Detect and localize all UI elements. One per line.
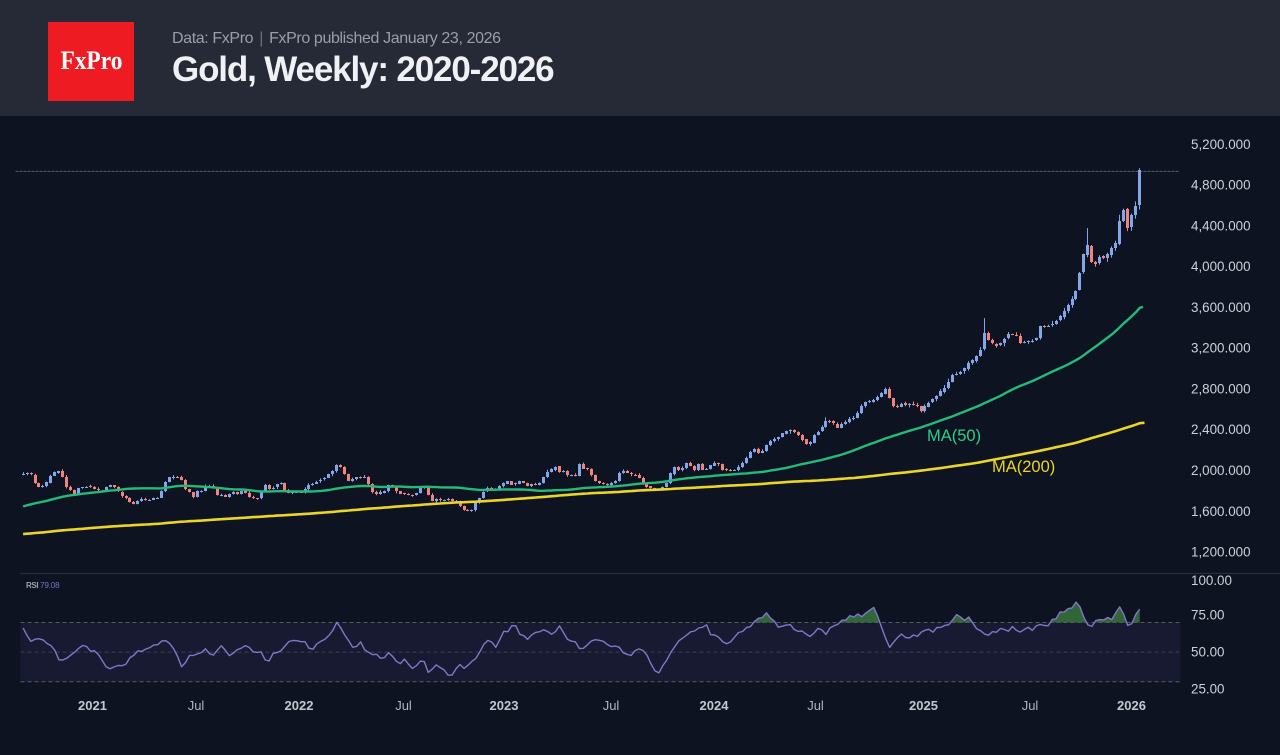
- svg-text:MA(50): MA(50): [927, 427, 981, 445]
- svg-text:Jul: Jul: [395, 698, 412, 713]
- svg-text:2023: 2023: [490, 698, 519, 713]
- svg-text:4,400.000: 4,400.000: [1191, 218, 1251, 233]
- svg-text:2026: 2026: [1117, 698, 1146, 713]
- svg-text:1,600.000: 1,600.000: [1191, 504, 1251, 519]
- svg-text:2024: 2024: [700, 698, 730, 713]
- svg-text:3,200.000: 3,200.000: [1191, 341, 1251, 356]
- svg-text:MA(200): MA(200): [992, 458, 1055, 476]
- svg-text:50.00: 50.00: [1191, 645, 1225, 660]
- svg-text:3,600.000: 3,600.000: [1191, 300, 1251, 315]
- svg-text:2022: 2022: [285, 698, 314, 713]
- svg-text:2,400.000: 2,400.000: [1191, 422, 1251, 437]
- svg-text:Jul: Jul: [807, 698, 824, 713]
- svg-text:2025: 2025: [909, 698, 938, 713]
- svg-text:4,000.000: 4,000.000: [1191, 259, 1251, 274]
- svg-text:2021: 2021: [78, 698, 107, 713]
- svg-text:1,200.000: 1,200.000: [1191, 545, 1251, 560]
- svg-text:2,000.000: 2,000.000: [1191, 463, 1251, 478]
- svg-text:4,800.000: 4,800.000: [1191, 178, 1251, 193]
- svg-text:75.00: 75.00: [1191, 608, 1225, 623]
- svg-text:100.00: 100.00: [1191, 573, 1232, 588]
- svg-text:5,200.000: 5,200.000: [1191, 137, 1251, 152]
- svg-text:79.08: 79.08: [40, 581, 60, 590]
- svg-text:Jul: Jul: [603, 698, 620, 713]
- svg-text:25.00: 25.00: [1191, 682, 1225, 697]
- svg-text:2,800.000: 2,800.000: [1191, 382, 1251, 397]
- svg-text:Jul: Jul: [1022, 698, 1039, 713]
- svg-text:RSI: RSI: [26, 581, 38, 590]
- svg-text:Jul: Jul: [188, 698, 205, 713]
